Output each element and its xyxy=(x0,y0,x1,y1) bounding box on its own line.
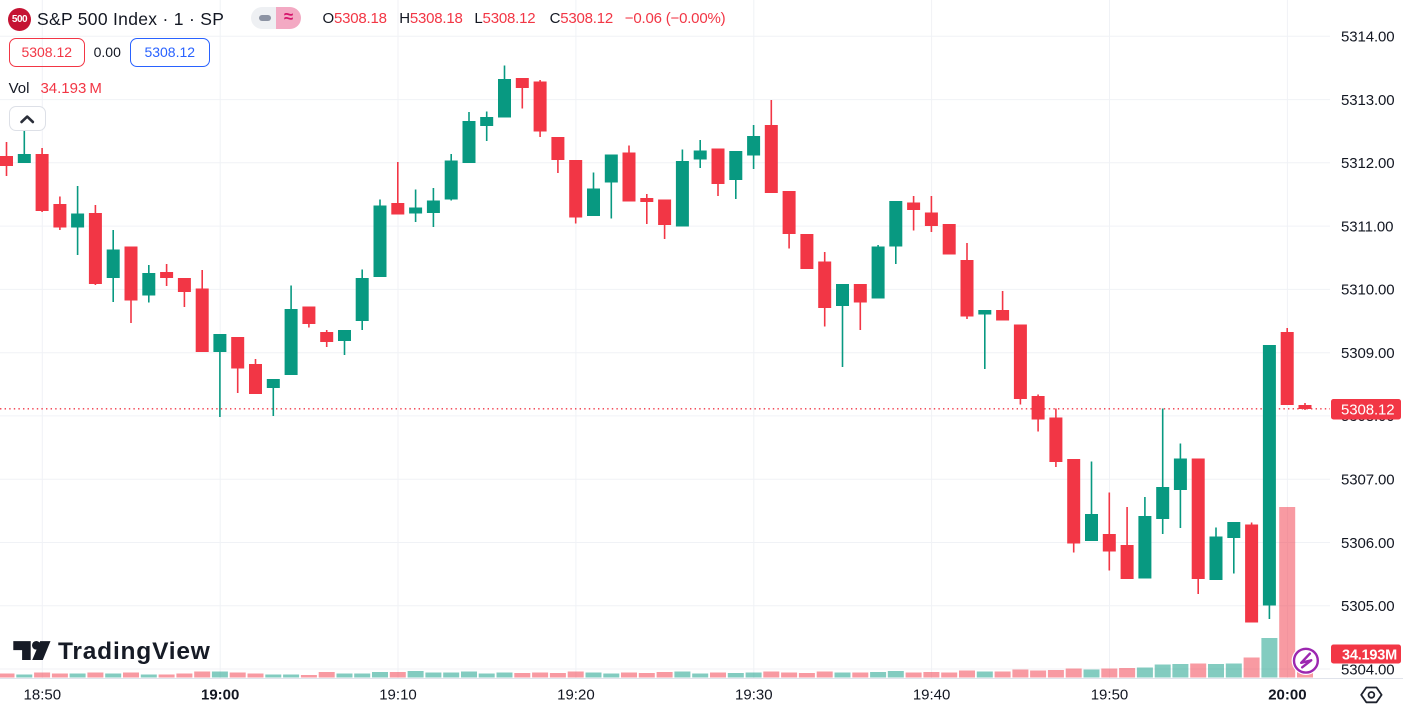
svg-text:5311.00: 5311.00 xyxy=(1341,218,1393,235)
svg-text:20:00: 20:00 xyxy=(1268,687,1306,704)
svg-text:19:20: 19:20 xyxy=(557,687,595,704)
svg-text:5313.00: 5313.00 xyxy=(1341,92,1395,109)
svg-text:5308.12: 5308.12 xyxy=(1341,402,1395,419)
svg-text:19:00: 19:00 xyxy=(201,687,239,704)
svg-text:TradingView: TradingView xyxy=(58,638,211,665)
svg-text:19:10: 19:10 xyxy=(379,687,417,704)
svg-text:5305.00: 5305.00 xyxy=(1341,598,1395,615)
svg-text:5307.00: 5307.00 xyxy=(1341,472,1395,489)
svg-text:5314.00: 5314.00 xyxy=(1341,29,1395,46)
svg-text:5309.00: 5309.00 xyxy=(1341,345,1395,362)
svg-text:19:50: 19:50 xyxy=(1091,687,1129,704)
svg-text:18:50: 18:50 xyxy=(24,687,62,704)
svg-text:5310.00: 5310.00 xyxy=(1341,282,1395,299)
svg-text:5306.00: 5306.00 xyxy=(1341,535,1395,552)
svg-text:5304.00: 5304.00 xyxy=(1341,661,1395,678)
svg-text:34.193M: 34.193M xyxy=(1342,647,1397,663)
svg-text:5312.00: 5312.00 xyxy=(1341,155,1395,172)
svg-text:19:40: 19:40 xyxy=(913,687,951,704)
svg-text:19:30: 19:30 xyxy=(735,687,773,704)
